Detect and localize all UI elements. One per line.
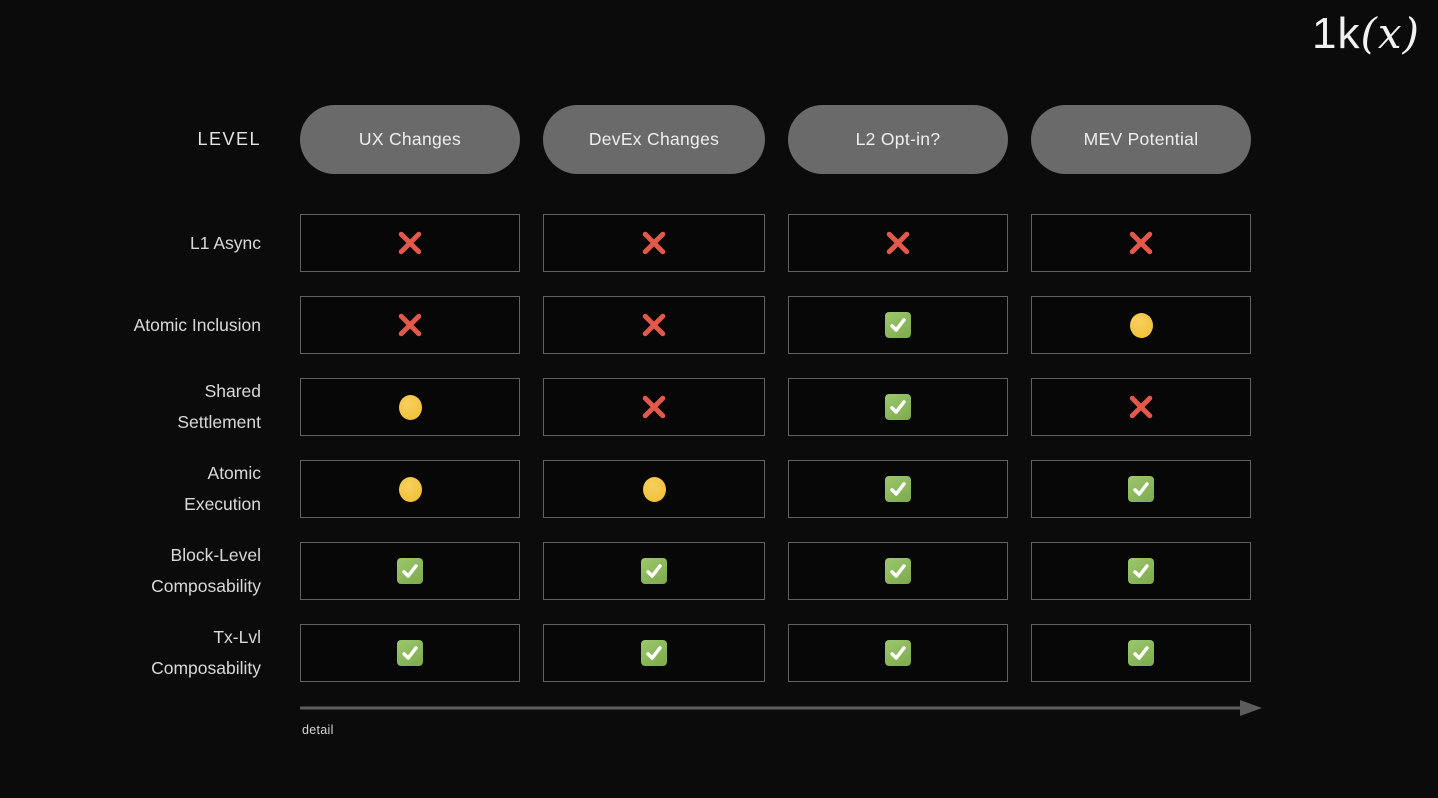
matrix-cell-check (543, 542, 765, 600)
arrow-head-icon (1240, 700, 1262, 716)
column-pill-ux-changes: UX Changes (300, 105, 520, 174)
matrix-cell-check (300, 624, 520, 682)
matrix-cell-check (1031, 624, 1251, 682)
matrix-cell-cross (1031, 214, 1251, 272)
green-check-icon (397, 640, 423, 666)
column-pill-devex-changes: DevEx Changes (543, 105, 765, 174)
row-label-block-level-composability: Block-Level Composability (151, 545, 261, 596)
red-cross-icon (642, 231, 666, 255)
table-header-row: LEVEL UX Changes DevEx Changes L2 Opt-in? M… (0, 105, 1251, 174)
green-check-icon (1128, 558, 1154, 584)
matrix-cell-cross (543, 378, 765, 436)
logo-1kx: 1k(x) (1312, 9, 1420, 58)
green-check-icon (641, 640, 667, 666)
red-cross-icon (886, 231, 910, 255)
matrix-cell-check (300, 542, 520, 600)
green-check-icon (885, 640, 911, 666)
red-cross-icon (642, 313, 666, 337)
logo-x: (x) (1360, 9, 1420, 58)
row-label-l1-async: L1 Async (189, 232, 261, 253)
green-check-icon (885, 558, 911, 584)
matrix-cell-check (1031, 542, 1251, 600)
yellow-circle-icon (398, 476, 422, 502)
matrix-cell-cross (1031, 378, 1251, 436)
detail-axis-label: detail (302, 723, 334, 737)
green-check-icon (885, 394, 911, 420)
matrix-cell-check (788, 296, 1008, 354)
matrix-cell-check (543, 624, 765, 682)
matrix-cell-cross (300, 214, 520, 272)
column-pill-mev-potential: MEV Potential (1031, 105, 1251, 174)
matrix-cell-check (788, 460, 1008, 518)
red-cross-icon (398, 231, 422, 255)
column-pill-l2-opt-in: L2 Opt-in? (788, 105, 1008, 174)
yellow-circle-icon (398, 394, 422, 420)
matrix-cell-cross (788, 214, 1008, 272)
level-label: LEVEL (197, 129, 261, 149)
red-cross-icon (1129, 395, 1153, 419)
logo-prefix: 1k (1312, 9, 1361, 58)
matrix-cell-check (788, 542, 1008, 600)
matrix-cell-circle (1031, 296, 1251, 354)
matrix-cell-circle (543, 460, 765, 518)
detail-axis-arrow (300, 700, 1262, 716)
matrix-cell-circle (300, 378, 520, 436)
matrix-cell-check (788, 378, 1008, 436)
row-label-tx-lvl-composability: Tx-Lvl Composability (151, 627, 261, 678)
yellow-circle-icon (642, 476, 666, 502)
row-label-atomic-execution: Atomic Execution (184, 463, 261, 514)
row-label-atomic-inclusion: Atomic Inclusion (133, 314, 261, 335)
green-check-icon (641, 558, 667, 584)
yellow-circle-icon (1129, 312, 1153, 338)
green-check-icon (1128, 476, 1154, 502)
red-cross-icon (642, 395, 666, 419)
matrix-cell-cross (543, 296, 765, 354)
green-check-icon (1128, 640, 1154, 666)
row-label-shared-settlement: Shared Settlement (177, 381, 261, 432)
green-check-icon (397, 558, 423, 584)
matrix-cell-circle (300, 460, 520, 518)
matrix-cell-cross (543, 214, 765, 272)
matrix-cell-cross (300, 296, 520, 354)
comparison-matrix: L1 Async Atomic Inclusion Shared Settlemen… (0, 214, 1251, 682)
green-check-icon (885, 476, 911, 502)
matrix-cell-check (1031, 460, 1251, 518)
red-cross-icon (1129, 231, 1153, 255)
green-check-icon (885, 312, 911, 338)
matrix-cell-check (788, 624, 1008, 682)
red-cross-icon (398, 313, 422, 337)
